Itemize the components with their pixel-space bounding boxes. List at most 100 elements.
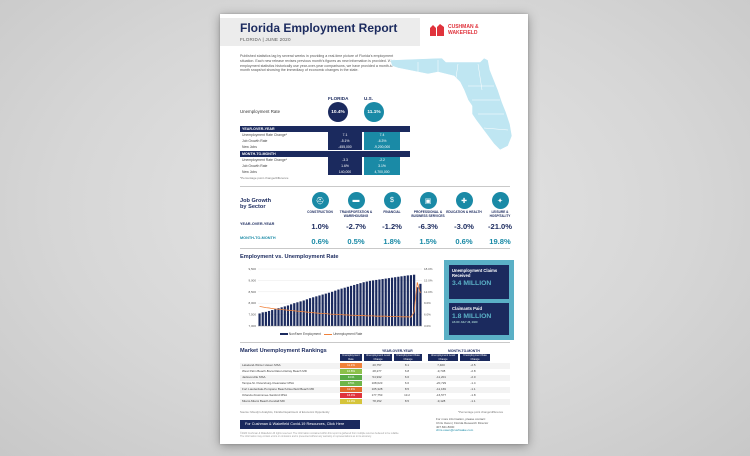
claims-received-value: 3.4 MILLION <box>452 280 492 287</box>
employment-bar <box>318 295 321 326</box>
market-value: 6.8 <box>404 369 410 373</box>
summary-footnote: *Percentage point change/difference <box>240 176 289 180</box>
employment-bar <box>378 279 381 326</box>
unemployment-rate-line <box>259 282 421 318</box>
y-right-tick-label: 15.0% <box>424 278 433 282</box>
row-label: New Jobs <box>242 170 257 174</box>
employment-bar <box>413 274 416 326</box>
covid-resources-link[interactable]: For Cushman & Wakefield Covid-19 Resourc… <box>240 420 360 429</box>
florida-column-header: FLORIDA <box>328 96 349 101</box>
y-left-tick-label: 9,000 <box>248 278 256 282</box>
market-value: -2.0 <box>470 375 476 379</box>
mtm-row-label: MONTH-TO-MONTH <box>240 236 276 240</box>
claimants-paid-box: Claimants Paid 1.8 MILLION AS OF JULY 26… <box>449 303 509 335</box>
employment-bar <box>283 306 286 326</box>
employment-bar <box>365 281 368 326</box>
sector-yoy-value: -3.0% <box>454 222 474 231</box>
market-value: -1.4 <box>470 381 476 385</box>
us-unemployment-rate: 11.1% <box>364 102 384 122</box>
sector-professional: ▣ PROFESSIONAL & BUSINESS SERVICES -6.3%… <box>410 192 446 246</box>
employment-bar <box>394 277 397 326</box>
market-value: 108,623 <box>371 381 383 385</box>
employment-bar <box>416 287 419 326</box>
sector-label: TRANSPORTATION & WAREHOUSING <box>339 210 373 218</box>
market-rate: 9.5% <box>340 381 362 387</box>
employment-bar <box>258 313 261 326</box>
legend-unemployment: Unemployment Rate <box>333 332 363 336</box>
market-row: Orlando-Kissimmee-Sanford MSA 16.4% 177,75… <box>240 393 510 399</box>
market-name: Miami-Miami Beach-Kendall MD <box>242 399 285 403</box>
contact-email-link[interactable]: chris.owen@cushwake.com <box>436 428 474 433</box>
sector-mtm-value: 0.5% <box>347 237 365 246</box>
dollar-icon: $ <box>383 192 401 209</box>
market-value: 8.5 <box>404 387 410 391</box>
claimants-paid-value: 1.8 MILLION <box>452 313 492 320</box>
employment-bar <box>312 297 315 326</box>
sector-yoy-value: -21.0% <box>487 222 513 231</box>
employment-bar <box>277 308 280 326</box>
employment-bar <box>419 283 422 326</box>
employment-bar <box>290 304 293 326</box>
table-row: New Jobs 140,000 4,700,000 <box>240 169 410 175</box>
market-value: 7,400 <box>437 363 445 367</box>
table-row: Job Growth Rate 1.6% 3.1% <box>240 163 410 169</box>
logo-line-1: CUSHMAN & <box>448 24 479 30</box>
employment-bar <box>340 288 343 326</box>
table-row: Unemployment Rate Change* 7.1 7.4 <box>240 132 410 138</box>
sector-construction: ⛑ CONSTRUCTION 1.0% 0.6% <box>302 192 338 246</box>
market-mtm-group: MONTH-TO-MONTH <box>448 349 480 353</box>
legend-employment: NonFarm Employment <box>288 332 321 336</box>
employment-bar <box>274 309 277 326</box>
yoy-header: YEAR-OVER-YEAR <box>240 126 410 132</box>
employment-bar <box>327 292 331 326</box>
divider <box>240 186 510 187</box>
florida-map <box>389 57 513 151</box>
market-header: Unemployment Rate <box>340 354 362 361</box>
employment-bar <box>403 275 406 326</box>
employment-bar <box>362 282 365 326</box>
employment-bar <box>280 307 283 326</box>
y-left-tick-label: 8,500 <box>248 290 256 294</box>
claims-received-label: Unemployment Claims Received <box>452 268 498 278</box>
employment-bar <box>271 310 274 326</box>
employment-bar <box>331 291 334 326</box>
y-right-tick-label: 12.0% <box>424 290 433 294</box>
logo-line-2: WAKEFIELD <box>448 30 478 36</box>
claimants-paid-note: AS OF JULY 26, 2020 <box>452 321 478 324</box>
employment-bar <box>315 296 318 326</box>
employment-bar <box>356 284 359 326</box>
market-value: -1.1 <box>470 399 476 403</box>
y-left-tick-label: 7,000 <box>248 324 256 328</box>
market-header: Unemployment Level Change <box>428 354 458 361</box>
contact-intro: For more information, please contact: <box>436 417 486 421</box>
claims-received-box: Unemployment Claims Received 3.4 MILLION <box>449 265 509 299</box>
employment-bar <box>406 275 409 326</box>
market-value: 8.1 <box>404 363 410 367</box>
market-value: 8.5 <box>404 399 410 403</box>
employment-bar <box>305 299 308 326</box>
briefcase-icon: ▣ <box>419 192 437 209</box>
chart-legend: NonFarm Employment Unemployment Rate <box>280 332 362 336</box>
market-name: Jacksonville MSA <box>242 375 266 379</box>
cushman-wakefield-logo-icon <box>430 24 444 36</box>
market-value: -20,729 <box>435 381 447 385</box>
market-value: -11,169 <box>436 387 446 391</box>
report-title: Florida Employment Report <box>240 21 398 35</box>
market-rate: 10.8% <box>340 369 362 375</box>
market-header: Unemployment Rate Change <box>394 354 422 361</box>
market-value: 13.2 <box>404 393 410 397</box>
table-row: Unemployment Rate Change* -3.3 -2.2 <box>240 157 410 163</box>
sector-yoy-value: -6.3% <box>418 222 438 231</box>
us-value: 7.4 <box>364 132 400 138</box>
market-row: Lakeland-Winter Haven MSA 11.1% 40,757 8.1 7… <box>240 363 510 369</box>
market-rate: 9.1% <box>340 375 362 381</box>
market-value: 6.6 <box>404 381 410 385</box>
market-value: -9,128 <box>436 399 446 403</box>
florida-unemployment-rate: 10.4% <box>328 102 348 122</box>
dining-icon: ✦ <box>491 192 509 209</box>
sector-mtm-value: 0.6% <box>455 237 473 246</box>
market-rate: 16.4% <box>340 393 362 399</box>
employment-bar <box>286 305 290 326</box>
claimants-paid-label: Claimants Paid <box>452 306 483 311</box>
market-value: 48,277 <box>372 369 382 373</box>
